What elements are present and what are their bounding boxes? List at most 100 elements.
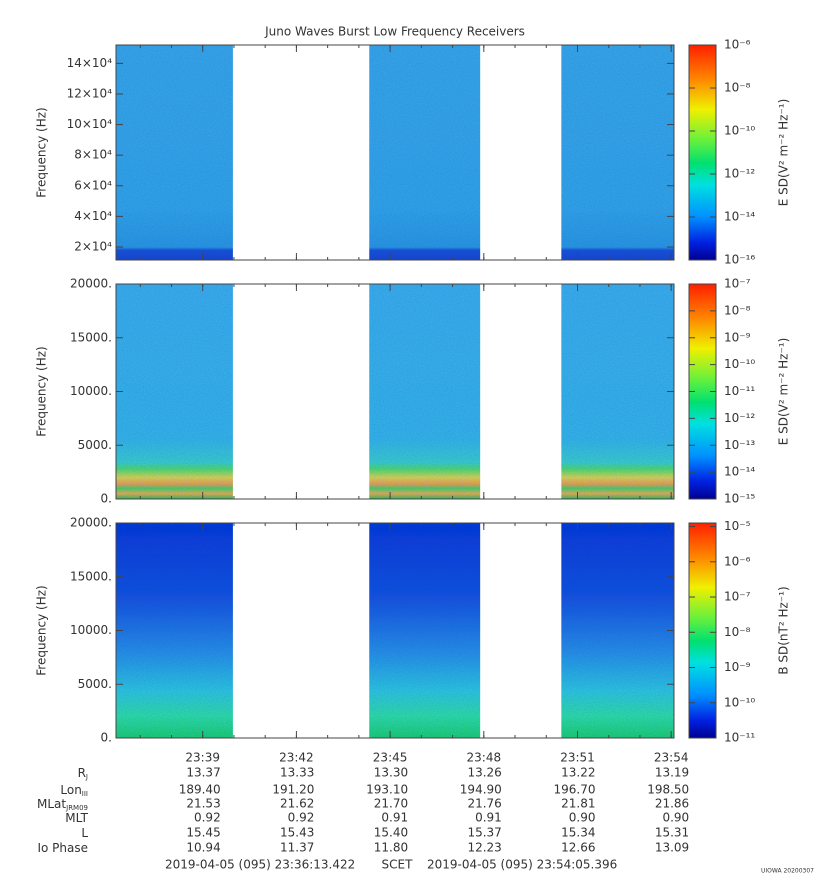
colorbar	[688, 44, 717, 261]
ephemeris-value: 0.91	[381, 811, 408, 825]
colorbar-tick-label: 10⁻⁶	[724, 38, 751, 52]
x-tick-label: 23:39	[185, 751, 220, 765]
x-tick-label: 23:54	[654, 751, 689, 765]
ephemeris-value: 15.37	[467, 826, 501, 840]
spectrogram-block	[115, 523, 233, 738]
ephemeris-label: Io Phase	[37, 841, 88, 855]
ephemeris-value: 15.34	[561, 826, 595, 840]
ephemeris-label: RJ	[78, 766, 88, 782]
ephemeris-value: 193.10	[366, 783, 408, 797]
y-tick-label: 15000.	[70, 330, 112, 344]
y-tick-label: 2×10⁴	[74, 239, 112, 253]
ephemeris-value: 196.70	[553, 783, 595, 797]
y-tick-label: 0.	[101, 731, 112, 745]
ephemeris-value: 0.90	[662, 811, 689, 825]
colorbar-tick-label: 10⁻¹⁰	[724, 357, 755, 371]
colorbar-tick-label: 10⁻¹³	[724, 438, 755, 452]
ephemeris-label-sub: III	[82, 790, 88, 798]
x-tick-label: 23:45	[373, 751, 408, 765]
ephemeris-value: 13.22	[561, 766, 595, 780]
ephemeris-value: 11.80	[374, 841, 408, 855]
colorbar-tick-label: 10⁻¹¹	[724, 384, 755, 398]
colorbar-tick-label: 10⁻⁸	[724, 303, 751, 317]
footer-stamp: UIOWA 20200307	[761, 868, 814, 875]
ephemeris-value: 21.81	[561, 797, 595, 811]
ephemeris-value: 12.66	[561, 841, 595, 855]
ephemeris-value: 15.45	[186, 826, 220, 840]
ephemeris-value: 21.76	[467, 797, 501, 811]
ephemeris-label: L	[81, 826, 88, 840]
y-axis-title: Frequency (Hz)	[35, 585, 49, 676]
y-tick-label: 0.	[101, 492, 112, 506]
colorbar-tick-label: 10⁻¹²	[724, 167, 755, 181]
y-tick-label: 5000.	[78, 677, 112, 691]
spectrogram-block	[561, 45, 674, 260]
colorbar-tick-label: 10⁻¹⁶	[724, 253, 755, 267]
ephemeris-value: 15.40	[374, 826, 408, 840]
ephemeris-value: 21.53	[186, 797, 220, 811]
footer-start: 2019-04-05 (095) 23:36:13.422	[165, 858, 355, 872]
ephemeris-value: 198.50	[647, 783, 689, 797]
y-tick-label: 20000.	[70, 516, 112, 530]
spectrogram-block	[115, 45, 233, 260]
ephemeris-value: 0.92	[194, 811, 221, 825]
spectrogram-block	[115, 284, 233, 499]
footer-end: 2019-04-05 (095) 23:54:05.396	[427, 858, 617, 872]
ephemeris-value: 0.91	[475, 811, 502, 825]
ephemeris-label-text: Io Phase	[37, 841, 88, 855]
colorbar	[688, 522, 717, 739]
spectrogram-block	[561, 523, 674, 738]
y-tick-label: 4×10⁴	[74, 209, 112, 223]
ephemeris-value: 10.94	[186, 841, 220, 855]
ephemeris-value: 15.43	[280, 826, 314, 840]
ephemeris-value: 0.92	[288, 811, 315, 825]
plot-frame	[115, 44, 675, 261]
ephemeris-value: 191.20	[272, 783, 314, 797]
ephemeris-value: 12.23	[467, 841, 501, 855]
colorbar-tick-label: 10⁻⁷	[724, 590, 751, 604]
colorbar-title: E SD(V² m⁻² Hz⁻¹)	[777, 338, 791, 446]
colorbar-tick-label: 10⁻¹¹	[724, 731, 755, 745]
ephemeris-label-text: MLT	[65, 811, 88, 825]
spectrogram-block	[369, 523, 481, 738]
y-axis-title: Frequency (Hz)	[35, 346, 49, 437]
footer-frame: SCET	[382, 858, 414, 872]
y-tick-label: 15000.	[70, 569, 112, 583]
colorbar-title: B SD(nT² Hz⁻¹)	[777, 586, 791, 674]
ephemeris-label-text: R	[78, 766, 86, 780]
y-tick-label: 6×10⁴	[74, 178, 112, 192]
y-tick-label: 10×10⁴	[67, 117, 113, 131]
ephemeris-label-text: L	[81, 826, 88, 840]
colorbar-tick-label: 10⁻⁹	[724, 660, 751, 674]
y-tick-label: 8×10⁴	[74, 148, 112, 162]
ephemeris-value: 21.70	[374, 797, 408, 811]
y-tick-label: 20000.	[70, 277, 112, 291]
chart-title: Juno Waves Burst Low Frequency Receivers	[264, 25, 525, 39]
ephemeris-value: 21.86	[655, 797, 689, 811]
colorbar-tick-label: 10⁻⁵	[724, 519, 751, 533]
ephemeris-value: 0.90	[569, 811, 596, 825]
ephemeris-value: 13.37	[186, 766, 220, 780]
ephemeris-value: 15.31	[655, 826, 689, 840]
colorbar-title: E SD(V² m⁻² Hz⁻¹)	[777, 99, 791, 207]
y-tick-label: 5000.	[78, 438, 112, 452]
colorbar-tick-label: 10⁻¹⁰	[724, 124, 755, 138]
ephemeris-label: LonIII	[60, 783, 88, 799]
y-tick-label: 10000.	[70, 623, 112, 637]
ephemeris-value: 194.90	[460, 783, 502, 797]
colorbar-tick-label: 10⁻⁸	[724, 81, 751, 95]
ephemeris-value: 189.40	[179, 783, 221, 797]
colorbar-tick-label: 10⁻¹⁴	[724, 465, 755, 479]
ephemeris-label-sub: J	[85, 773, 88, 781]
colorbar-tick-label: 10⁻¹⁰	[724, 695, 755, 709]
x-tick-label: 23:48	[467, 751, 502, 765]
colorbar-tick-label: 10⁻¹⁴	[724, 210, 755, 224]
colorbar-tick-label: 10⁻⁶	[724, 554, 751, 568]
ephemeris-value: 21.62	[280, 797, 314, 811]
ephemeris-value: 13.26	[467, 766, 501, 780]
colorbar-tick-label: 10⁻⁹	[724, 330, 751, 344]
colorbar-tick-label: 10⁻¹²	[724, 411, 755, 425]
ephemeris-value: 13.33	[280, 766, 314, 780]
colorbar-tick-label: 10⁻¹⁵	[724, 492, 755, 506]
